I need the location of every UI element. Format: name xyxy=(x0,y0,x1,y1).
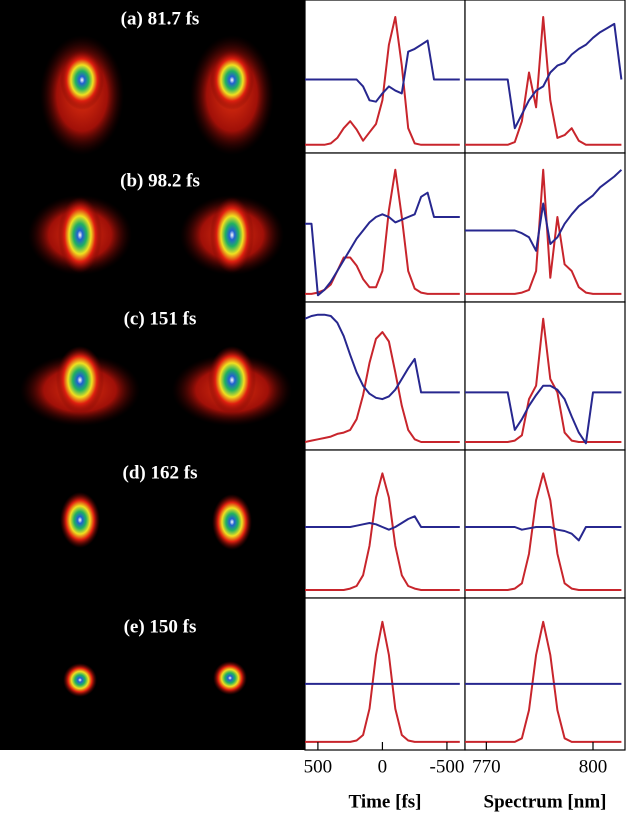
x-tick-label: 800 xyxy=(579,756,608,777)
panel-label: (b) 98.2 fs xyxy=(120,170,200,191)
beam-profiles xyxy=(20,35,292,697)
x-tick-label: -500 xyxy=(430,756,465,777)
curve xyxy=(305,472,460,591)
plot-frame xyxy=(304,449,466,599)
curve xyxy=(465,472,622,591)
panel-label: (e) 150 fs xyxy=(124,616,197,637)
curve xyxy=(305,16,460,146)
curve xyxy=(465,168,622,295)
curve xyxy=(305,620,460,743)
curve xyxy=(305,515,460,531)
x-tick-label: 770 xyxy=(472,756,501,777)
curve xyxy=(305,168,460,295)
curve xyxy=(305,313,460,401)
x-tick-label: 0 xyxy=(378,756,388,777)
panel-label: (a) 81.7 fs xyxy=(121,8,200,29)
x-tick-label: 500 xyxy=(304,756,333,777)
curve xyxy=(465,620,622,743)
plot-frame xyxy=(464,152,626,303)
curve xyxy=(465,169,623,252)
plot-frame xyxy=(304,301,466,451)
curve xyxy=(465,16,622,146)
plot-frame xyxy=(464,449,626,599)
curve xyxy=(465,317,622,443)
curve xyxy=(305,39,460,103)
x-axis-label: Spectrum [nm] xyxy=(484,791,607,812)
plot-frame xyxy=(464,0,626,154)
plot-frame xyxy=(304,152,466,303)
x-axis-label: Time [fs] xyxy=(349,791,422,812)
panel-label: (c) 151 fs xyxy=(124,308,197,329)
curve xyxy=(465,22,623,130)
panel-label: (d) 162 fs xyxy=(123,462,198,483)
curve xyxy=(305,191,460,297)
plot-frame xyxy=(304,597,466,751)
plot-frame xyxy=(464,301,626,451)
curve xyxy=(305,331,460,443)
plot-frame xyxy=(464,597,626,751)
curve xyxy=(465,526,622,542)
curve xyxy=(465,384,622,445)
